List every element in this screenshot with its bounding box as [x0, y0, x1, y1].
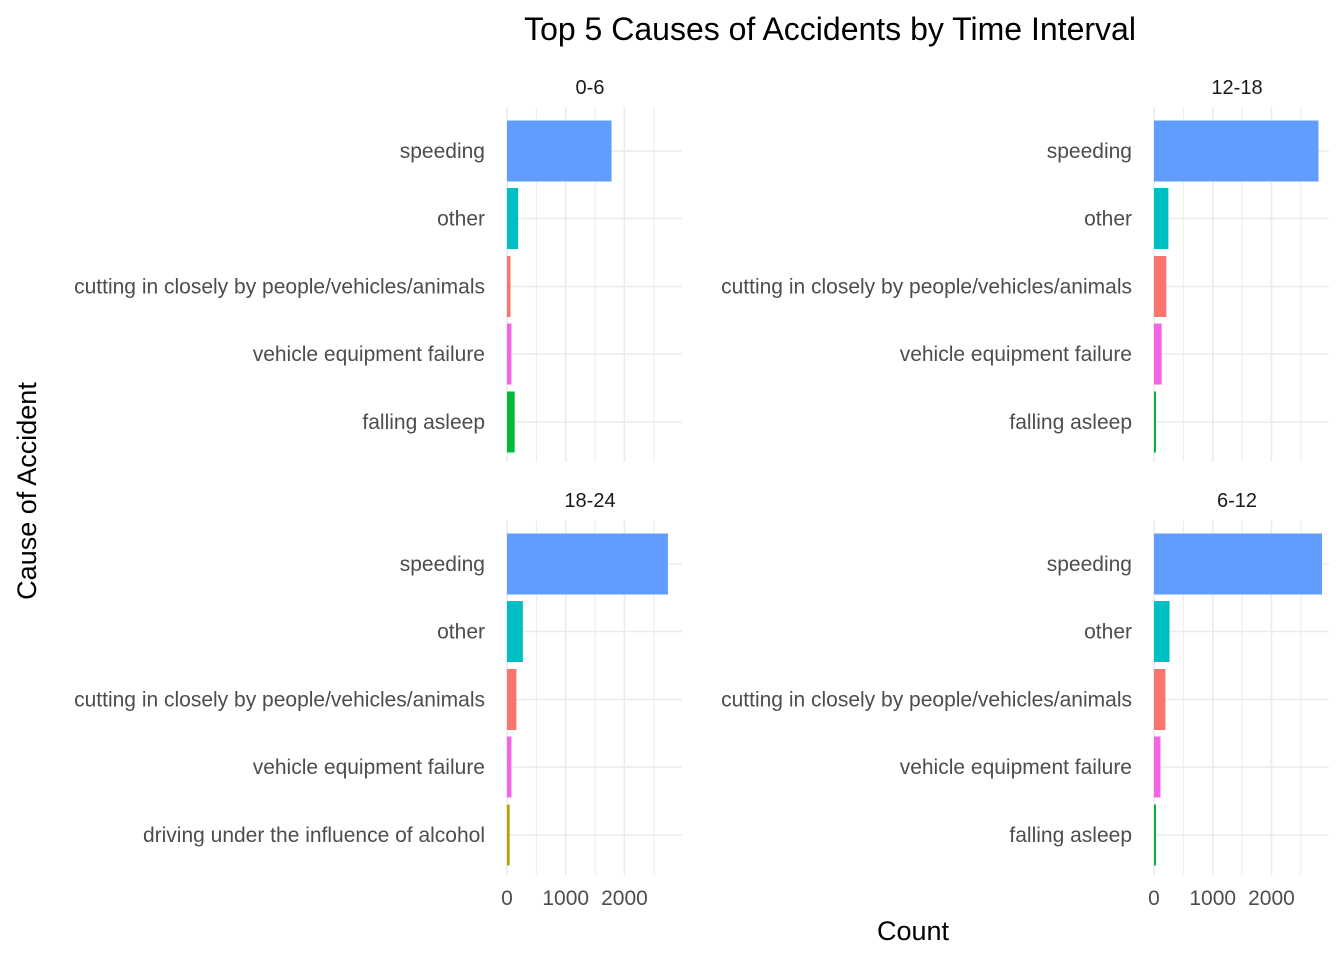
bar-vehicle-equipment-failure	[1154, 323, 1162, 385]
x-tick-label: 0	[501, 887, 513, 910]
category-label: other	[437, 208, 485, 231]
facet-panel-18-24: 18-24 speeding other cutting in closely by …	[74, 490, 682, 910]
y-axis-title: Cause of Accident	[12, 382, 42, 600]
x-tick-label: 2000	[601, 887, 648, 910]
facet-label: 6-12	[1217, 490, 1257, 512]
bar-other	[1154, 601, 1170, 662]
category-label: cutting in closely by people/vehicles/an…	[74, 276, 485, 299]
bar-cutting-in-closely-by-people-vehicles-animals	[507, 256, 511, 317]
category-label: vehicle equipment failure	[253, 756, 485, 779]
bar-other	[507, 188, 519, 249]
category-label: speeding	[1047, 553, 1132, 576]
category-label: cutting in closely by people/vehicles/an…	[721, 689, 1132, 712]
bar-other	[1154, 188, 1169, 249]
bar-speeding	[507, 120, 612, 182]
category-label: other	[1084, 208, 1132, 231]
facet-panels: 0-6 speeding other cutting in closely by pe…	[74, 77, 1329, 910]
category-label: cutting in closely by people/vehicles/an…	[721, 276, 1132, 299]
category-label: falling asleep	[1009, 824, 1132, 847]
bar-vehicle-equipment-failure	[507, 736, 512, 798]
facet-panel-6-12: 6-12 speeding other cutting in closely by p…	[721, 490, 1329, 910]
category-label: other	[437, 621, 485, 644]
bar-speeding	[1154, 120, 1319, 182]
bar-cutting-in-closely-by-people-vehicles-animals	[1154, 669, 1166, 730]
category-label: speeding	[400, 140, 485, 163]
category-label: other	[1084, 621, 1132, 644]
x-axis-title: Count	[877, 916, 950, 946]
category-label: vehicle equipment failure	[900, 756, 1132, 779]
x-tick-label: 1000	[542, 887, 589, 910]
bar-driving-under-the-influence-of-alcohol	[507, 804, 510, 866]
category-label: vehicle equipment failure	[253, 343, 485, 366]
category-label: driving under the influence of alcohol	[143, 824, 485, 847]
facet-label: 12-18	[1211, 77, 1262, 99]
bar-vehicle-equipment-failure	[1154, 736, 1161, 798]
bar-other	[507, 601, 523, 662]
bar-falling-asleep	[1154, 391, 1156, 453]
x-tick-label: 1000	[1189, 887, 1236, 910]
category-label: falling asleep	[1009, 411, 1132, 434]
category-label: speeding	[1047, 140, 1132, 163]
bar-falling-asleep	[507, 391, 515, 453]
category-label: cutting in closely by people/vehicles/an…	[74, 689, 485, 712]
facet-panel-12-18: 12-18 speeding other cutting in closely by …	[721, 77, 1329, 462]
x-tick-label: 0	[1148, 887, 1160, 910]
category-label: vehicle equipment failure	[900, 343, 1132, 366]
bar-cutting-in-closely-by-people-vehicles-animals	[507, 669, 517, 730]
bar-cutting-in-closely-by-people-vehicles-animals	[1154, 256, 1167, 317]
bar-speeding	[507, 533, 668, 595]
category-label: falling asleep	[362, 411, 485, 434]
category-label: speeding	[400, 553, 485, 576]
facet-label: 18-24	[564, 490, 615, 512]
bar-falling-asleep	[1154, 804, 1156, 866]
bar-vehicle-equipment-failure	[507, 323, 512, 385]
facet-label: 0-6	[576, 77, 605, 99]
chart-title: Top 5 Causes of Accidents by Time Interv…	[524, 11, 1136, 47]
facet-panel-0-6: 0-6 speeding other cutting in closely by pe…	[74, 77, 682, 462]
bar-speeding	[1154, 533, 1322, 595]
x-tick-label: 2000	[1248, 887, 1295, 910]
